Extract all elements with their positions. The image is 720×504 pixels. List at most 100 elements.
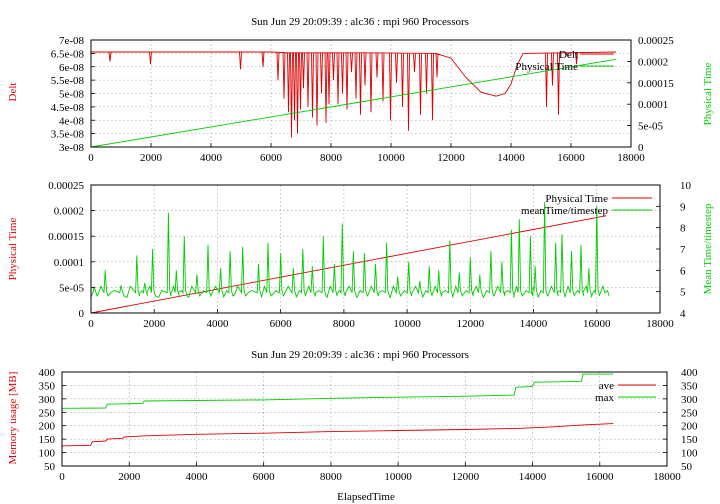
y2-tick-label: 5e-05 (638, 121, 664, 133)
series-layer (61, 373, 614, 447)
y-tick-label: 6e-08 (59, 62, 85, 74)
plot-frame (61, 371, 668, 467)
panel-delt: Sun Jun 29 20:09:39 : alc36 : mpi 960 Pr… (7, 16, 714, 164)
y-tick-label: 3e-08 (59, 142, 85, 154)
x-axis-label: ElapsedTime (337, 491, 395, 503)
y-tick-label: 4.5e-08 (51, 102, 85, 114)
y-tick-label: 3.5e-08 (51, 129, 85, 141)
x-tick-label: 12000 (437, 152, 465, 164)
panel-title: Sun Jun 29 20:09:39 : alc36 : mpi 960 Pr… (251, 16, 469, 28)
y-tick-label: 400 (39, 367, 56, 379)
y2-tick-label: 100 (681, 448, 698, 460)
x-tick-label: 14000 (497, 152, 525, 164)
y2-tick-label: 150 (681, 434, 698, 446)
panel-title: Sun Jun 29 20:09:39 : alc36 : mpi 960 Pr… (251, 349, 469, 361)
y2-tick-label: 250 (681, 407, 698, 419)
y2-axis-label: Physical Time (702, 63, 714, 126)
x-tick-label: 18000 (646, 318, 674, 330)
y2-tick-label: 6 (680, 265, 686, 277)
y-tick-label: 7e-08 (59, 35, 85, 47)
x-tick-label: 4000 (206, 318, 229, 330)
y-tick-label: 300 (39, 394, 56, 406)
y2-tick-label: 350 (681, 380, 698, 392)
grid (62, 372, 667, 466)
y-tick-label: 0.0002 (54, 206, 84, 218)
y-axis-label: Memory usage [MB] (7, 372, 19, 465)
panel-memory: Sun Jun 29 20:09:39 : alc36 : mpi 960 Pr… (7, 349, 698, 503)
legend-label: meanTime/timestep (521, 205, 608, 217)
y2-tick-label: 5 (680, 287, 686, 299)
legend-label: Delt (559, 49, 578, 61)
y-tick-label: 5e-08 (59, 89, 85, 101)
x-tick-label: 12000 (457, 318, 485, 330)
x-tick-label: 0 (59, 471, 65, 483)
x-tick-label: 18000 (653, 471, 681, 483)
tick-labels: 0 2000 4000 6000 8000 10000 12000 14000 16000 180… (51, 35, 675, 164)
y-tick-label: 350 (39, 380, 56, 392)
y2-tick-label: 0.00015 (638, 78, 674, 90)
y-tick-label: 250 (39, 407, 56, 419)
x-tick-label: 16000 (583, 318, 611, 330)
x-tick-label: 4000 (185, 471, 208, 483)
x-tick-label: 14000 (519, 471, 547, 483)
series-layer (90, 202, 610, 314)
y-tick-label: 6.5e-08 (51, 48, 85, 60)
y-tick-label: 150 (39, 434, 56, 446)
y-tick-label: 0 (79, 308, 85, 320)
x-tick-label: 2000 (143, 318, 166, 330)
series-line-physical-time (90, 215, 607, 314)
y-tick-label: 200 (39, 421, 56, 433)
panel-physical-time: Physical Time Mean Time/timestep 0 2000 40… (7, 180, 714, 330)
series-line-max (61, 373, 614, 409)
series-layer (90, 51, 617, 148)
legend-label: Physical Time (515, 61, 578, 73)
x-tick-label: 10000 (393, 318, 421, 330)
y-tick-label: 50 (44, 461, 56, 473)
y2-tick-label: 200 (681, 421, 698, 433)
x-tick-label: 14000 (520, 318, 548, 330)
series-line-physical-time (90, 58, 617, 148)
y-tick-label: 5.5e-08 (51, 75, 85, 87)
x-tick-label: 6000 (260, 152, 283, 164)
y-axis-label: Delt (7, 83, 19, 102)
tick-labels: 0 2000 4000 6000 8000 10000 12000 14000 16000 180… (39, 367, 699, 483)
legend-label: max (595, 392, 614, 404)
grid (91, 40, 631, 147)
y2-tick-label: 8 (680, 223, 686, 235)
x-tick-label: 16000 (586, 471, 614, 483)
y-tick-label: 0.0001 (54, 257, 84, 269)
x-tick-label: 10000 (384, 471, 412, 483)
x-tick-label: 0 (88, 152, 94, 164)
y2-tick-label: 0.00025 (638, 35, 674, 47)
x-tick-label: 8000 (333, 318, 356, 330)
x-tick-label: 2000 (140, 152, 163, 164)
x-tick-label: 8000 (320, 152, 343, 164)
series-line-ave (61, 423, 614, 447)
y2-tick-label: 400 (681, 367, 698, 379)
x-tick-label: 0 (88, 318, 94, 330)
y2-tick-label: 0.0002 (638, 56, 668, 68)
y2-tick-label: 300 (681, 394, 698, 406)
x-tick-label: 8000 (320, 471, 343, 483)
y2-tick-label: 0.0001 (638, 99, 668, 111)
x-tick-label: 10000 (377, 152, 405, 164)
y2-tick-label: 4 (680, 308, 686, 320)
series-line-meantime-timestep (90, 202, 610, 299)
x-tick-label: 2000 (118, 471, 141, 483)
x-tick-label: 6000 (253, 471, 276, 483)
y-tick-label: 0.00015 (48, 231, 84, 243)
legend-label: Physical Time (545, 193, 608, 205)
y-tick-label: 5e-05 (59, 282, 85, 294)
grid (91, 185, 660, 313)
y2-tick-label: 10 (680, 180, 692, 192)
x-tick-label: 16000 (557, 152, 585, 164)
tick-labels: 0 2000 4000 6000 8000 10000 12000 14000 16000 180… (48, 180, 691, 330)
y2-tick-label: 9 (680, 201, 686, 213)
y2-axis-label: Mean Time/timestep (702, 203, 714, 294)
y-axis-label: Physical Time (7, 218, 19, 281)
x-tick-label: 4000 (200, 152, 223, 164)
x-tick-label: 6000 (270, 318, 293, 330)
